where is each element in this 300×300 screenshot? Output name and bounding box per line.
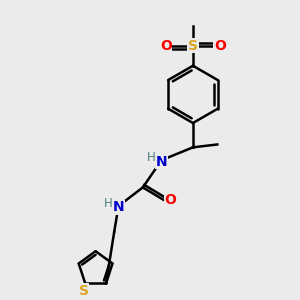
Text: S: S xyxy=(188,39,198,53)
Text: H: H xyxy=(147,152,156,164)
Text: S: S xyxy=(79,284,89,298)
Text: O: O xyxy=(214,39,226,53)
Text: N: N xyxy=(156,154,167,169)
Text: N: N xyxy=(113,200,124,214)
Text: O: O xyxy=(165,193,176,207)
Text: H: H xyxy=(104,197,113,210)
Text: O: O xyxy=(160,39,172,53)
